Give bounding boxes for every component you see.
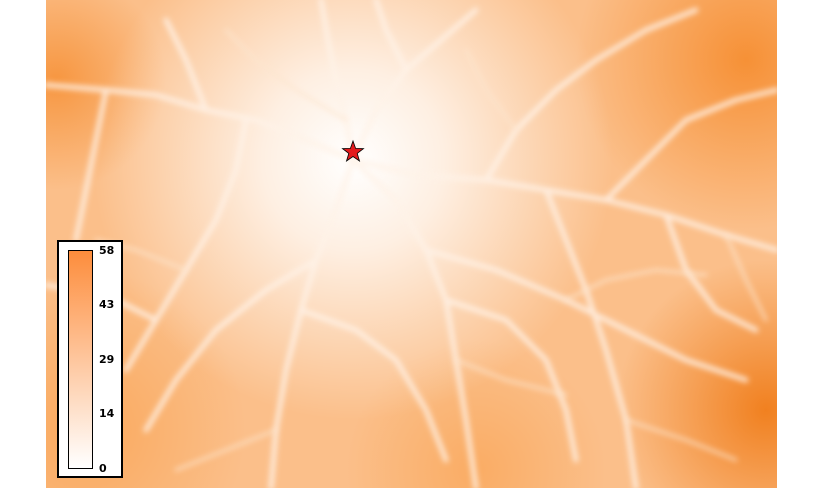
star-icon (341, 139, 365, 162)
origin-marker[interactable] (341, 139, 365, 162)
legend-tick-3: 29 (99, 353, 115, 366)
legend-tick-2: 43 (99, 298, 115, 311)
stream-network (46, 0, 777, 488)
legend-tick-max: 58 (99, 244, 115, 257)
legend-tick-4: 14 (99, 407, 115, 420)
map-canvas[interactable] (46, 0, 777, 488)
legend-color-ramp (68, 250, 93, 469)
low-distance-center (46, 0, 777, 488)
legend-tick-min: 0 (99, 462, 107, 475)
legend: 58 43 29 14 0 (57, 240, 123, 478)
distance-raster (46, 0, 777, 488)
